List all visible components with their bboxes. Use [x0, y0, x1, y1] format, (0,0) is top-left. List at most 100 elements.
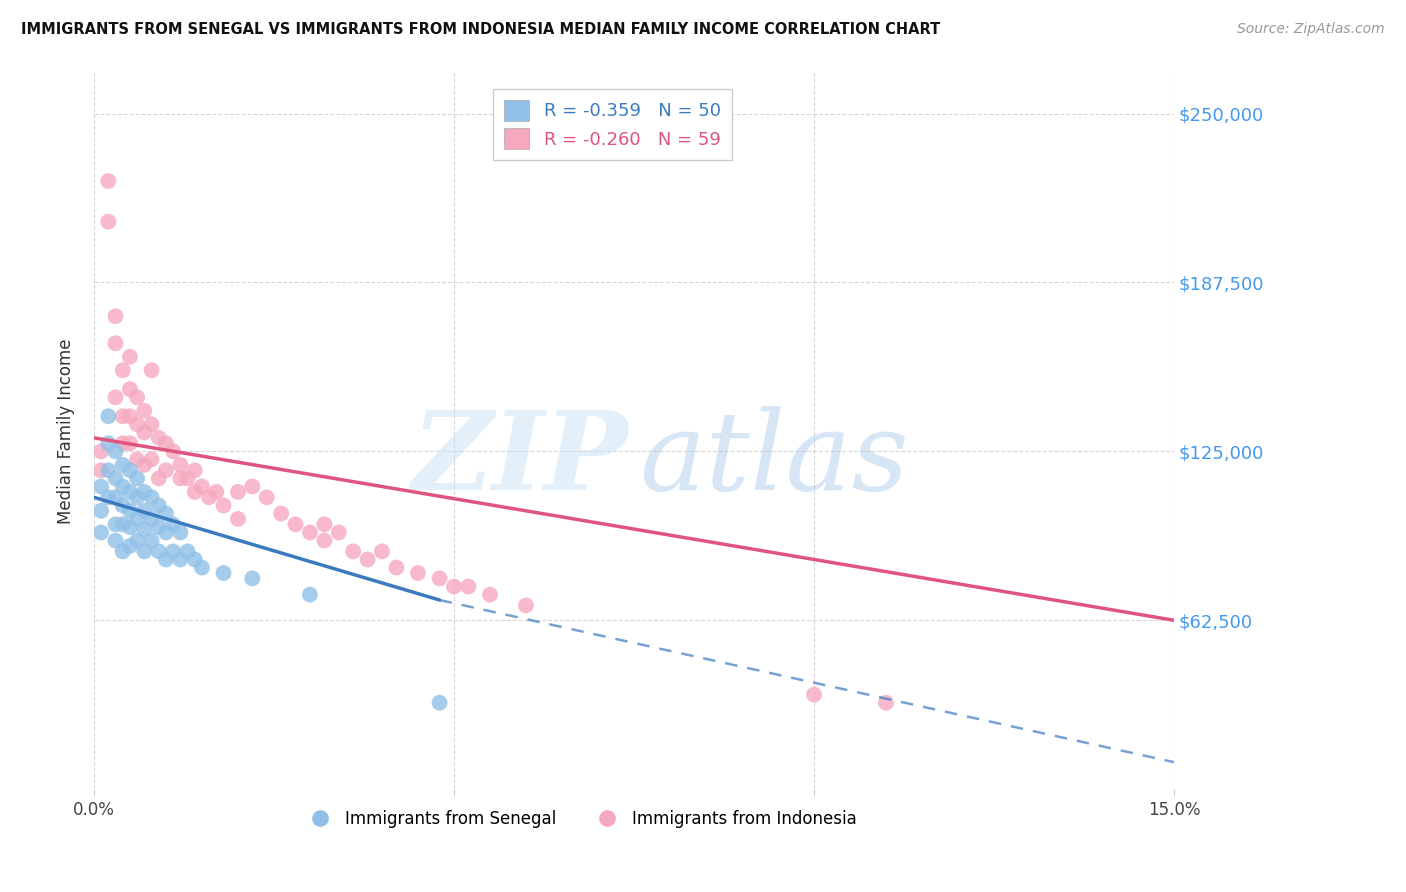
Point	[141, 491, 163, 505]
Point	[429, 571, 451, 585]
Point	[134, 544, 156, 558]
Point	[97, 409, 120, 424]
Point	[314, 533, 336, 548]
Point	[118, 484, 141, 499]
Point	[191, 479, 214, 493]
Point	[875, 696, 897, 710]
Point	[118, 382, 141, 396]
Point	[443, 580, 465, 594]
Point	[169, 458, 191, 472]
Point	[226, 512, 249, 526]
Point	[155, 463, 177, 477]
Point	[111, 499, 134, 513]
Point	[212, 566, 235, 580]
Point	[184, 484, 207, 499]
Point	[127, 512, 149, 526]
Point	[406, 566, 429, 580]
Point	[118, 539, 141, 553]
Point	[256, 491, 278, 505]
Point	[104, 517, 127, 532]
Point	[429, 696, 451, 710]
Text: Source: ZipAtlas.com: Source: ZipAtlas.com	[1237, 22, 1385, 37]
Point	[127, 491, 149, 505]
Point	[141, 417, 163, 432]
Point	[479, 588, 502, 602]
Point	[148, 471, 170, 485]
Point	[111, 517, 134, 532]
Point	[314, 517, 336, 532]
Point	[104, 533, 127, 548]
Point	[104, 444, 127, 458]
Point	[111, 458, 134, 472]
Text: atlas: atlas	[640, 406, 910, 514]
Point	[141, 452, 163, 467]
Point	[298, 588, 321, 602]
Point	[155, 552, 177, 566]
Point	[457, 580, 479, 594]
Text: IMMIGRANTS FROM SENEGAL VS IMMIGRANTS FROM INDONESIA MEDIAN FAMILY INCOME CORREL: IMMIGRANTS FROM SENEGAL VS IMMIGRANTS FR…	[21, 22, 941, 37]
Point	[90, 504, 112, 518]
Point	[270, 507, 292, 521]
Point	[371, 544, 394, 558]
Point	[212, 499, 235, 513]
Point	[118, 463, 141, 477]
Point	[118, 520, 141, 534]
Point	[226, 484, 249, 499]
Point	[240, 571, 263, 585]
Point	[240, 479, 263, 493]
Point	[90, 479, 112, 493]
Point	[141, 533, 163, 548]
Point	[127, 533, 149, 548]
Point	[155, 507, 177, 521]
Point	[127, 452, 149, 467]
Point	[148, 499, 170, 513]
Point	[111, 409, 134, 424]
Point	[176, 471, 198, 485]
Point	[162, 517, 184, 532]
Point	[803, 688, 825, 702]
Point	[97, 174, 120, 188]
Point	[127, 390, 149, 404]
Point	[184, 552, 207, 566]
Point	[134, 484, 156, 499]
Point	[97, 214, 120, 228]
Point	[127, 471, 149, 485]
Point	[148, 431, 170, 445]
Point	[198, 491, 221, 505]
Point	[134, 425, 156, 440]
Point	[127, 417, 149, 432]
Point	[342, 544, 364, 558]
Point	[356, 552, 378, 566]
Point	[104, 471, 127, 485]
Point	[515, 599, 537, 613]
Point	[118, 504, 141, 518]
Point	[169, 471, 191, 485]
Point	[148, 544, 170, 558]
Point	[104, 491, 127, 505]
Point	[134, 523, 156, 537]
Point	[111, 544, 134, 558]
Point	[298, 525, 321, 540]
Point	[284, 517, 307, 532]
Point	[111, 436, 134, 450]
Point	[328, 525, 350, 540]
Point	[134, 458, 156, 472]
Point	[90, 444, 112, 458]
Point	[97, 491, 120, 505]
Point	[97, 436, 120, 450]
Point	[162, 444, 184, 458]
Point	[90, 525, 112, 540]
Point	[111, 363, 134, 377]
Point	[169, 552, 191, 566]
Point	[162, 544, 184, 558]
Point	[191, 560, 214, 574]
Point	[148, 520, 170, 534]
Point	[118, 409, 141, 424]
Point	[155, 436, 177, 450]
Point	[97, 463, 120, 477]
Point	[104, 336, 127, 351]
Point	[134, 404, 156, 418]
Point	[104, 310, 127, 324]
Point	[205, 484, 228, 499]
Point	[90, 463, 112, 477]
